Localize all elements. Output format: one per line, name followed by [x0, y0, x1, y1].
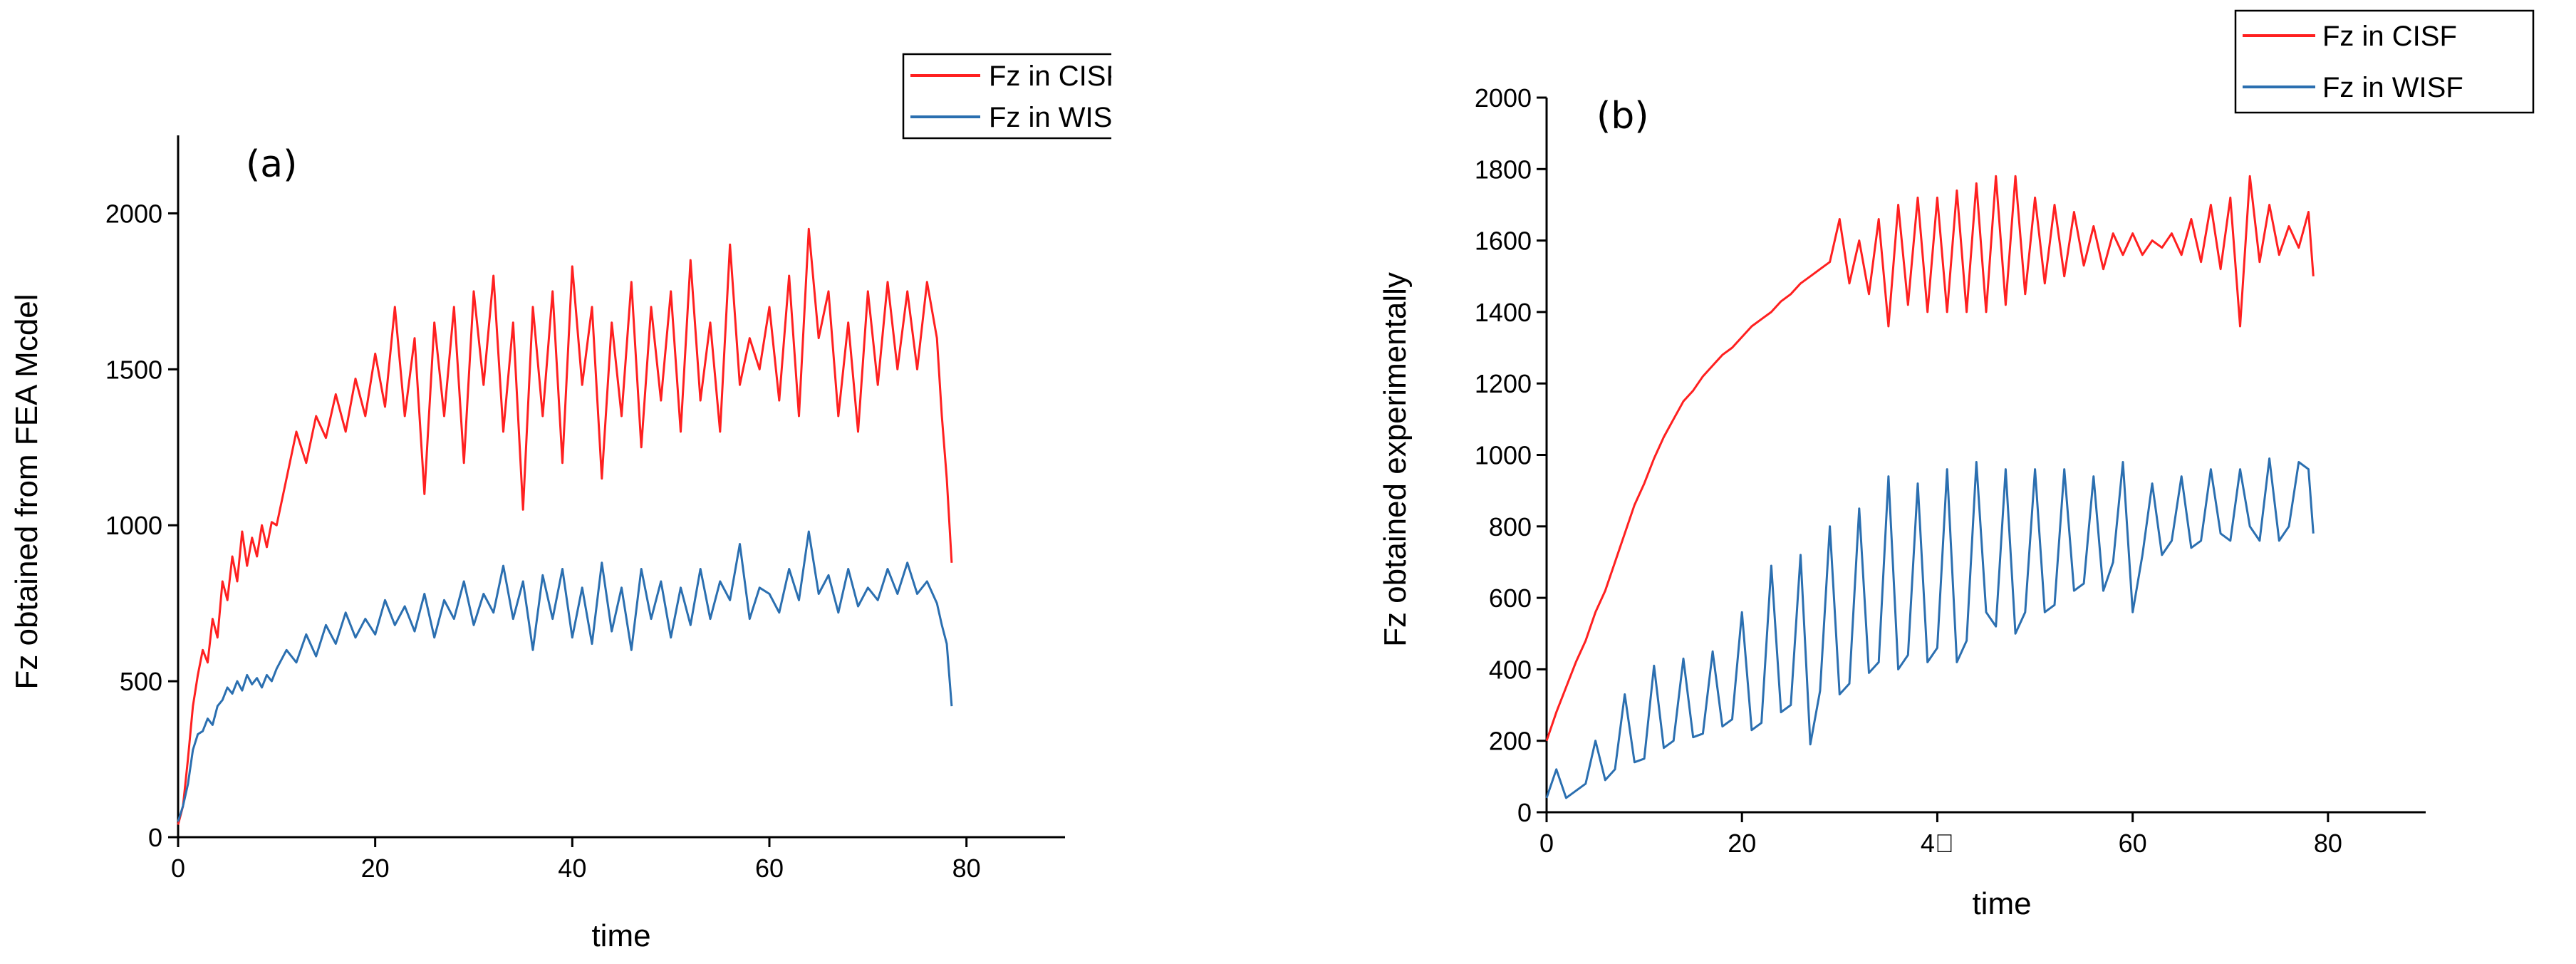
chart-a-y-axis-title: Fz obtained from FEA Mcdel [9, 294, 44, 689]
chart-b-legend-label-wisf: Fz in WISF [2322, 72, 2463, 103]
chart-b-y-tick-label: 800 [1489, 512, 1532, 541]
chart-b-y-tick-label: 1600 [1475, 227, 1532, 256]
chart-a-legend-label-wisf: Fz in WISF [989, 102, 1111, 133]
chart-b-x-tick-label: 80 [2314, 829, 2342, 858]
chart-a-legend-box [902, 53, 1111, 140]
chart-a-series-cisf [177, 227, 953, 825]
chart-a-x-tick-label: 20 [361, 854, 390, 883]
chart-b: 0 20 4  60 800200400600800100012001400160018… [1378, 9, 2535, 921]
chart-b-y-tick-label: 200 [1489, 727, 1532, 756]
chart-b-y-tick-label: 2000 [1475, 83, 1532, 113]
chart-a-legend: Fz in CISF Fz in WISF [902, 53, 1111, 140]
chart-b-y-tick-label: 400 [1489, 655, 1532, 684]
chart-b-x-axis-title: time [1972, 886, 2031, 921]
chart-a-panel-label: (a) [246, 143, 297, 186]
chart-b-x-tick-label: 0 [1539, 829, 1554, 858]
chart-b-x-tick-label: 60 [2119, 829, 2147, 858]
chart-a-legend-label-cisf: Fz in CISF [989, 61, 1111, 92]
chart-a-series-wisf [177, 530, 953, 822]
chart-b-y-tick-label: 1000 [1475, 441, 1532, 470]
chart-b-y-tick-label: 1800 [1475, 155, 1532, 184]
chart-b-y-tick-label: 0 [1517, 798, 1532, 827]
chart-a-y-tick-label: 1500 [105, 355, 162, 384]
chart-b-y-tick-label: 1200 [1475, 369, 1532, 398]
chart-a-y-tick-label: 500 [120, 667, 162, 696]
chart-b-panel-label: (b) [1596, 95, 1649, 138]
chart-b-y-tick-label: 600 [1489, 584, 1532, 613]
chart-a-y-tick-label: 2000 [105, 199, 162, 228]
chart-b-y-axis-title: Fz obtained experimentally [1378, 272, 1413, 647]
chart-b-y-tick-label: 1400 [1475, 298, 1532, 327]
chart-b-series-wisf [1545, 457, 2315, 799]
chart-a-y-tick-label: 1000 [105, 511, 162, 540]
chart-a-x-tick-label: 60 [755, 854, 784, 883]
chart-b-x-tick-label: 20 [1728, 829, 1756, 858]
chart-a-x-tick-label: 80 [952, 854, 981, 883]
chart-a-x-tick-label: 0 [171, 854, 185, 883]
chart-b-x-tick-label: 4  [1921, 829, 1954, 858]
chart-b-series-cisf [1545, 175, 2315, 742]
chart-b-legend: Fz in CISF Fz in WISF [2234, 9, 2535, 114]
chart-b-legend-box [2234, 9, 2535, 114]
chart-b-legend-label-cisf: Fz in CISF [2322, 21, 2457, 52]
chart-a-x-axis-title: time [591, 918, 650, 953]
chart-a-x-tick-label: 40 [558, 854, 586, 883]
chart-a-y-tick-label: 0 [148, 823, 162, 852]
chart-a: 0 20 40 60 80 0 500 1000 1500 2000 (a) time Fz ob… [9, 53, 1111, 953]
